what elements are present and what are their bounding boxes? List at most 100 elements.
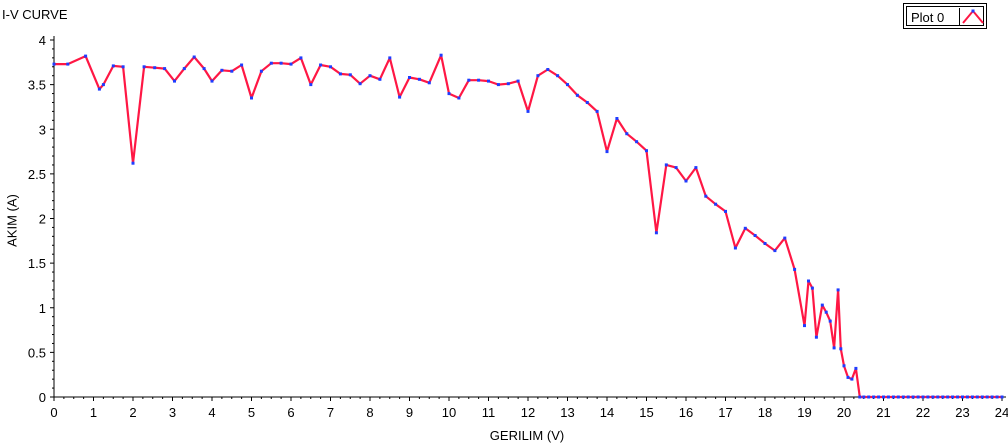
data-point	[329, 65, 332, 69]
series-line	[54, 54, 1002, 399]
data-point	[220, 68, 224, 72]
data-point	[896, 395, 900, 399]
data-point	[753, 234, 757, 237]
x-tick-label: 6	[287, 405, 294, 420]
data-point	[901, 395, 905, 399]
x-tick-label: 16	[679, 405, 693, 420]
data-point	[259, 69, 263, 73]
x-tick-label: 0	[50, 405, 57, 420]
legend-line-icon	[959, 8, 986, 26]
data-point	[803, 324, 806, 328]
data-point	[1000, 395, 1004, 399]
x-axis-label: GERILIM (V)	[489, 428, 565, 443]
data-point	[309, 83, 313, 87]
x-tick-label: 24	[995, 405, 1008, 420]
data-point	[338, 72, 342, 76]
data-point	[240, 63, 244, 67]
data-point	[862, 395, 866, 399]
data-point	[163, 67, 167, 71]
data-point	[101, 83, 105, 87]
x-tick-label: 20	[837, 405, 851, 420]
legend[interactable]: Plot 0	[903, 3, 987, 29]
data-point	[714, 202, 718, 206]
data-point	[867, 395, 871, 399]
data-point	[985, 395, 989, 399]
data-point	[946, 395, 950, 399]
data-point	[921, 395, 925, 399]
y-tick-label: 0	[39, 390, 46, 405]
x-tick-label: 19	[797, 405, 811, 420]
data-point	[926, 395, 930, 399]
data-point	[496, 83, 500, 87]
data-point	[182, 67, 186, 71]
data-point	[916, 395, 920, 399]
data-point	[585, 101, 589, 104]
data-point	[820, 303, 824, 307]
x-tick-label: 23	[955, 405, 969, 420]
x-tick-label: 15	[639, 405, 653, 420]
data-point	[192, 55, 196, 59]
data-point	[250, 96, 253, 100]
y-tick-label: 2	[39, 212, 46, 227]
data-point	[931, 395, 935, 399]
data-point	[936, 395, 940, 399]
data-point	[52, 62, 56, 66]
data-point	[427, 81, 431, 85]
data-point	[605, 150, 609, 154]
y-tick-label: 4	[39, 33, 46, 48]
data-point	[674, 166, 678, 170]
x-tick-label: 4	[208, 405, 215, 420]
data-point	[121, 65, 125, 69]
data-point	[846, 375, 850, 379]
axes	[53, 36, 1006, 398]
data-point	[131, 161, 135, 165]
data-point	[289, 62, 293, 66]
y-tick-label: 3	[39, 122, 46, 137]
data-point	[457, 96, 461, 100]
x-tick-label: 21	[876, 405, 890, 420]
x-tick-label: 13	[560, 405, 574, 420]
data-point	[850, 377, 854, 381]
legend-label: Plot 0	[911, 10, 945, 25]
legend-frame: Plot 0	[906, 6, 984, 26]
data-point	[595, 109, 599, 113]
data-point	[743, 226, 747, 230]
data-point	[408, 76, 411, 79]
data-point	[439, 53, 443, 57]
x-tick-label: 17	[718, 405, 732, 420]
data-point	[202, 67, 206, 71]
data-point	[773, 249, 777, 253]
data-point	[872, 395, 876, 399]
data-point	[566, 83, 569, 87]
data-point	[990, 395, 994, 399]
data-point	[832, 346, 836, 350]
data-point	[556, 74, 560, 78]
data-point	[368, 74, 372, 78]
x-tick-label: 12	[521, 405, 535, 420]
data-point	[694, 166, 698, 170]
chart-title: I-V CURVE	[2, 7, 68, 22]
data-point	[526, 109, 530, 113]
data-point	[724, 209, 727, 213]
data-point	[810, 286, 814, 290]
data-point	[111, 64, 115, 68]
data-point	[467, 78, 471, 82]
data-point	[645, 149, 648, 153]
data-point	[173, 79, 176, 83]
data-point	[763, 242, 767, 245]
data-point	[975, 395, 979, 399]
data-point	[546, 68, 550, 71]
x-tick-label: 5	[248, 405, 255, 420]
data-point	[84, 54, 88, 58]
data-point	[836, 288, 840, 292]
data-point	[279, 61, 283, 65]
y-axis-ticks: 0 0.5 1 1.5 2 2.5 3 3.5 4	[28, 33, 54, 405]
y-tick-label: 0.5	[28, 345, 46, 360]
data-point	[858, 395, 862, 399]
data-point	[66, 62, 70, 66]
data-point	[358, 82, 362, 86]
data-point	[965, 395, 969, 399]
data-point	[807, 279, 810, 283]
data-point	[398, 95, 402, 99]
